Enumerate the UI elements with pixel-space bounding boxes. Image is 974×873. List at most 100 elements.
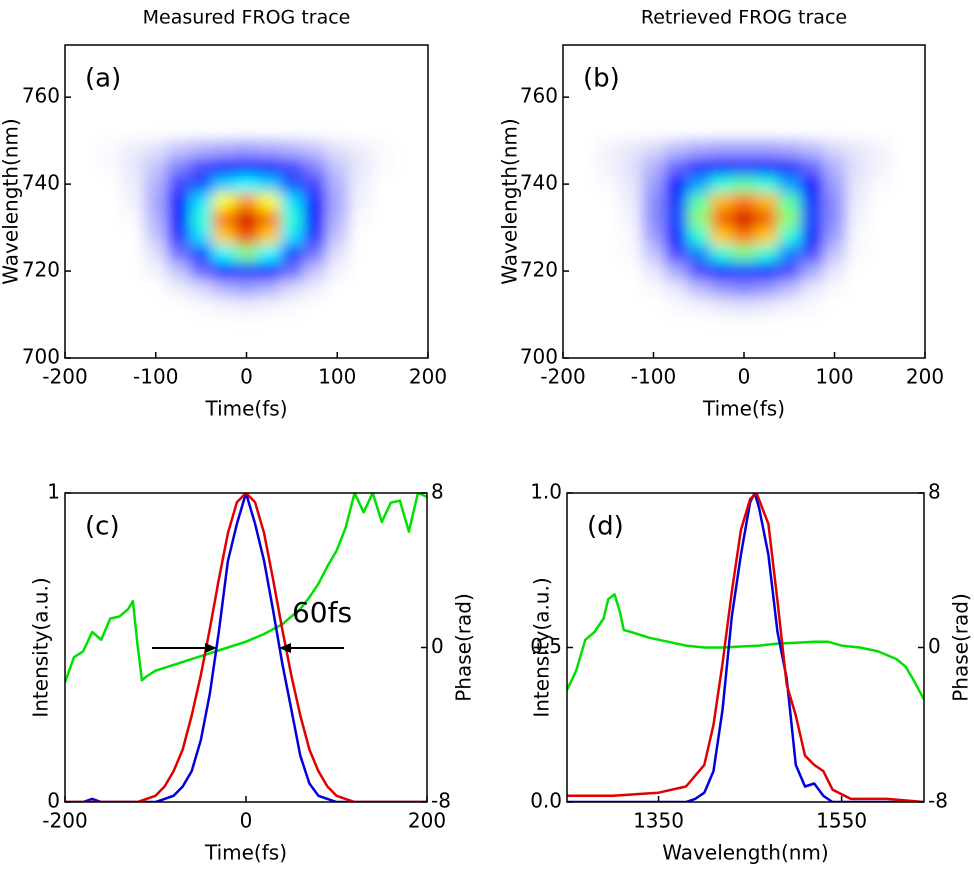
heatmap-cell — [212, 297, 236, 316]
heatmap-cell — [732, 297, 756, 316]
heatmap-cell — [732, 227, 756, 246]
heatmap-cell — [777, 262, 802, 281]
heatmap-cell — [800, 192, 824, 211]
heatmap-cell — [845, 227, 869, 246]
heatmap-cell — [823, 244, 847, 263]
y-axis-title: Intensity(a.u.) — [530, 577, 554, 717]
heatmap-cell — [800, 227, 824, 246]
heatmap-cell — [189, 279, 213, 298]
panel-label: (a) — [85, 64, 121, 94]
heatmap-cell — [144, 175, 168, 194]
heatmap-cell — [257, 244, 282, 263]
heatmap-cell — [212, 210, 236, 229]
heatmap-cell — [144, 244, 168, 263]
heatmap-cell — [144, 262, 168, 281]
heatmap-cell — [845, 140, 869, 159]
heatmap-cell — [99, 244, 123, 263]
heatmap-cell — [280, 158, 304, 176]
heatmap-cell — [189, 140, 213, 159]
heatmap-cell — [732, 262, 756, 281]
heatmap-cell — [868, 262, 892, 281]
heatmap-cell — [710, 140, 734, 159]
plot-area — [596, 140, 892, 316]
heatmap-cell — [845, 175, 869, 194]
heatmap-cell — [325, 140, 350, 159]
heatmap-cell — [371, 140, 395, 159]
heatmap-cell — [189, 262, 213, 281]
heatmap-cell — [189, 227, 213, 246]
heatmap-cell — [144, 297, 168, 316]
heatmap-cell — [235, 158, 259, 176]
heatmap-cell — [257, 192, 282, 211]
heatmap-cell — [619, 210, 643, 229]
heatmap-cell — [664, 210, 688, 229]
heatmap-cell — [121, 262, 145, 281]
heatmap-cell — [280, 192, 304, 211]
heatmap-cell — [800, 175, 824, 194]
x-tick-label: 0 — [738, 365, 751, 389]
heatmap-cell — [800, 158, 824, 176]
heatmap-cell — [596, 244, 621, 263]
y2-axis-title: Phase(rad) — [949, 593, 973, 702]
heatmap-cell — [189, 192, 213, 211]
heatmap-cell — [189, 244, 213, 263]
y-tick-label: 0 — [47, 789, 60, 813]
heatmap-cell — [619, 158, 643, 176]
heatmap-cell — [212, 140, 236, 159]
x-tick-label: -200 — [540, 365, 585, 389]
heatmap-cell — [280, 227, 304, 246]
heatmap-cell — [371, 262, 395, 281]
heatmap-cell — [303, 210, 327, 229]
heatmap-cell — [99, 158, 123, 176]
y2-tick-label: 0 — [431, 634, 444, 658]
heatmap-cell — [189, 297, 213, 316]
heatmap-cell — [280, 210, 304, 229]
heatmap-cell — [664, 279, 688, 298]
heatmap-cell — [303, 297, 327, 316]
heatmap-cell — [823, 175, 847, 194]
heatmap-cell — [325, 279, 350, 298]
x-tick-label: 1350 — [633, 809, 684, 833]
x-tick-label: 0 — [240, 365, 253, 389]
heatmap-cell — [167, 297, 191, 316]
heatmap-cell — [325, 192, 350, 211]
heatmap-cell — [619, 244, 643, 263]
heatmap-cell — [99, 297, 123, 316]
heatmap-cell — [664, 244, 688, 263]
heatmap-cell — [642, 227, 666, 246]
heatmap-cell — [325, 244, 350, 263]
heatmap-cell — [189, 210, 213, 229]
heatmap-cell — [596, 210, 621, 229]
heatmap-cell — [280, 140, 304, 159]
heatmap-cell — [755, 244, 779, 263]
chart-title: Retrieved FROG trace — [641, 7, 847, 29]
y2-axis-title: Phase(rad) — [452, 593, 476, 702]
heatmap-cell — [823, 210, 847, 229]
heatmap-cell — [596, 262, 621, 281]
heatmap-cell — [235, 210, 259, 229]
heatmap-cell — [325, 297, 350, 316]
x-axis-title: Wavelength(nm) — [662, 841, 828, 865]
heatmap-cell — [687, 227, 711, 246]
heatmap-cell — [348, 140, 372, 159]
x-tick-label: 0 — [240, 809, 253, 833]
heatmap-cell — [777, 279, 802, 298]
heatmap-cell — [189, 175, 213, 194]
heatmap-cell — [687, 297, 711, 316]
heatmap-cell — [303, 175, 327, 194]
heatmap-cell — [596, 158, 621, 176]
heatmap-cell — [777, 244, 802, 263]
series-line — [65, 493, 427, 802]
y-tick-label: 760 — [520, 84, 558, 108]
heatmap-cell — [755, 262, 779, 281]
heatmap-cell — [371, 158, 395, 176]
heatmap-cell — [212, 175, 236, 194]
heatmap-cell — [99, 227, 123, 246]
heatmap-cell — [710, 210, 734, 229]
heatmap-cell — [619, 227, 643, 246]
y-tick-label: 0.5 — [530, 634, 562, 658]
heatmap-cell — [823, 140, 847, 159]
heatmap-cell — [800, 140, 824, 159]
series-line — [567, 593, 924, 701]
heatmap-cell — [845, 210, 869, 229]
